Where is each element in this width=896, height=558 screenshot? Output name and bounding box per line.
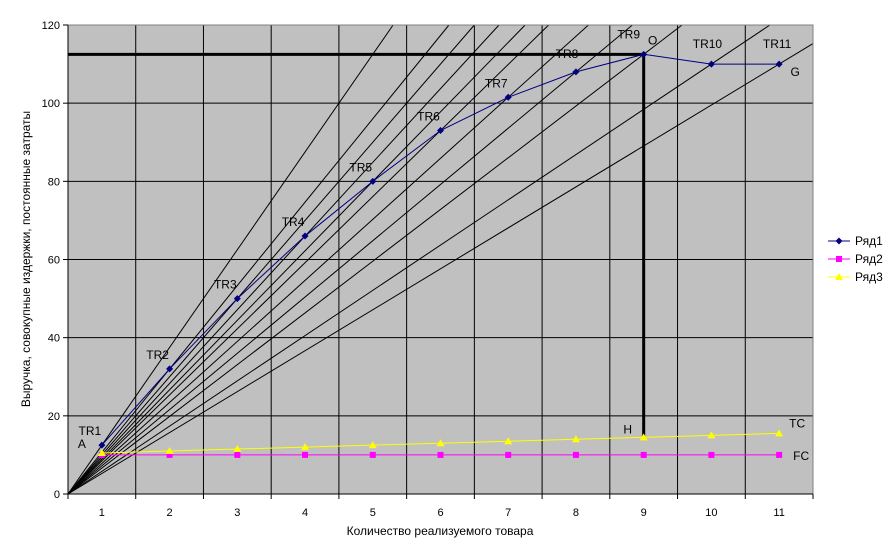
- data-point: [165, 447, 174, 455]
- tr-label: TR7: [485, 76, 508, 90]
- data-point: [707, 60, 715, 68]
- data-point: [775, 60, 783, 68]
- data-point: [639, 433, 648, 441]
- legend-marker: [836, 256, 842, 262]
- tr-label: TR10: [693, 37, 723, 51]
- data-point: [369, 451, 376, 458]
- tr-ray: [67, 24, 450, 495]
- tr-label: TR8: [556, 47, 579, 61]
- data-point: [233, 445, 242, 453]
- x-tick-label: 3: [234, 507, 240, 519]
- data-point: [301, 443, 310, 451]
- data-point: [708, 451, 715, 458]
- tr-ray: [67, 24, 549, 495]
- annotations: TR1 TR2 TR3 TR4 TR5 TR6 TR7 TR8 TR9 TR10 TR11 A O G H T…: [78, 27, 810, 463]
- x-tick-label: 9: [641, 507, 647, 519]
- tr-label: TR9: [617, 27, 640, 41]
- data-point: [571, 435, 580, 443]
- data-point: [302, 451, 309, 458]
- x-tick-label: 8: [573, 507, 579, 519]
- x-tick-label: 6: [437, 507, 443, 519]
- data-point: [234, 451, 241, 458]
- data-point: [166, 451, 173, 458]
- y-axis-title: Выручка, совокупные издержки, постоянные…: [19, 111, 33, 407]
- data-point: [776, 451, 783, 458]
- x-tick-label: 10: [705, 507, 717, 519]
- data-point: [572, 68, 580, 76]
- legend-label: Ряд1: [855, 234, 883, 248]
- tr-label: TR4: [282, 215, 305, 229]
- x-axis-title: Количество реализуемого товара: [347, 524, 534, 538]
- legend-label: Ряд3: [855, 270, 883, 284]
- x-tick-label: 1: [99, 507, 105, 519]
- x-tick-labels: 1 2 3 4 5 6 7 8 9 10 11: [67, 25, 814, 519]
- x-tick-label: 5: [370, 507, 376, 519]
- y-tick-label: 120: [42, 20, 60, 32]
- revenue-rays: [67, 24, 814, 495]
- tr-label: TR6: [417, 110, 440, 124]
- tr-ray: [67, 24, 683, 495]
- point-label-g: G: [790, 65, 799, 79]
- tr-ray: [67, 24, 500, 495]
- data-point: [369, 177, 377, 185]
- x-tick-label: 2: [167, 507, 173, 519]
- data-point: [97, 448, 106, 456]
- data-point: [640, 50, 648, 58]
- data-point: [437, 127, 444, 135]
- legend-marker: [835, 237, 843, 245]
- tr-label: TR1: [79, 424, 102, 438]
- data-point: [233, 295, 241, 303]
- y-tick-labels: 0 20 40 60 80 100 120: [42, 20, 68, 501]
- x-tick-label: 11: [773, 507, 784, 519]
- y-tick-label: 0: [54, 489, 60, 501]
- point-label-a: A: [78, 437, 86, 451]
- data-point: [707, 431, 716, 439]
- x-tick-label: 7: [505, 507, 511, 519]
- data-point: [368, 441, 377, 449]
- data-point: [436, 439, 445, 447]
- data-point: [98, 441, 106, 449]
- data-point: [572, 451, 579, 458]
- data-point: [504, 437, 513, 445]
- y-tick-label: 60: [48, 255, 60, 267]
- series-layer: [97, 50, 784, 458]
- data-point: [437, 451, 444, 458]
- series-label-tc: TC: [789, 417, 805, 431]
- tr-ray: [67, 24, 475, 495]
- tr-ray: [67, 24, 394, 495]
- data-point: [504, 93, 512, 101]
- legend: Ряд1 Ряд2 Ряд3: [828, 234, 883, 284]
- tr-label: TR11: [763, 37, 792, 51]
- tr-label: TR3: [214, 278, 237, 292]
- guide-lines: [68, 52, 646, 438]
- point-label-o: O: [648, 33, 657, 47]
- y-tick-label: 80: [48, 176, 60, 188]
- x-tick-label: 4: [302, 507, 308, 519]
- y-tick-label: 100: [42, 98, 60, 110]
- y-tick-label: 40: [48, 333, 60, 345]
- tr-ray: [67, 43, 814, 495]
- tr-label: TR5: [349, 160, 372, 174]
- tr-ray: [67, 24, 589, 495]
- point-label-h: H: [623, 422, 632, 436]
- tr-ray: [67, 24, 633, 495]
- tr-ray: [67, 24, 771, 495]
- data-point: [505, 451, 512, 458]
- legend-label: Ряд2: [855, 252, 883, 266]
- data-point: [775, 429, 784, 437]
- tr-label: TR2: [146, 348, 169, 362]
- data-point: [640, 451, 647, 458]
- tr-ray: [67, 24, 526, 495]
- legend-marker: [835, 273, 843, 280]
- data-point: [301, 232, 309, 240]
- data-point: [166, 365, 174, 373]
- y-tick-label: 20: [48, 411, 60, 423]
- series-label-fc: FC: [793, 449, 809, 463]
